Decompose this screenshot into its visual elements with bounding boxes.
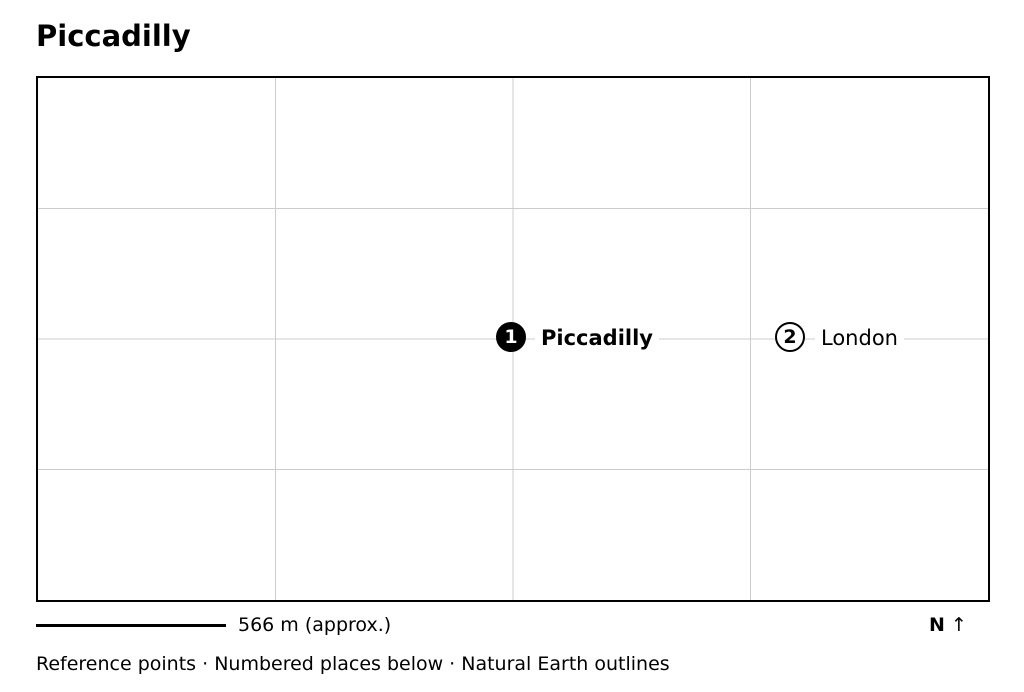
place-marker-london[interactable]: 2	[775, 322, 805, 352]
scale-bar	[36, 624, 226, 627]
north-arrow-icon: ↑	[950, 614, 967, 636]
page-title: Piccadilly	[36, 19, 191, 53]
place-label-london[interactable]: London	[815, 325, 904, 351]
map-frame[interactable]: 1 Piccadilly 2 London	[36, 76, 990, 602]
place-marker-piccadilly[interactable]: 1	[496, 322, 526, 352]
place-number: 2	[783, 325, 797, 348]
place-label-piccadilly[interactable]: Piccadilly	[535, 325, 659, 351]
north-letter: N	[929, 614, 945, 636]
north-indicator: N ↑	[929, 613, 967, 637]
scale-label: 566 m (approx.)	[238, 614, 392, 636]
place-number: 1	[504, 325, 518, 348]
footer-note: Reference points · Numbered places below…	[36, 653, 670, 675]
